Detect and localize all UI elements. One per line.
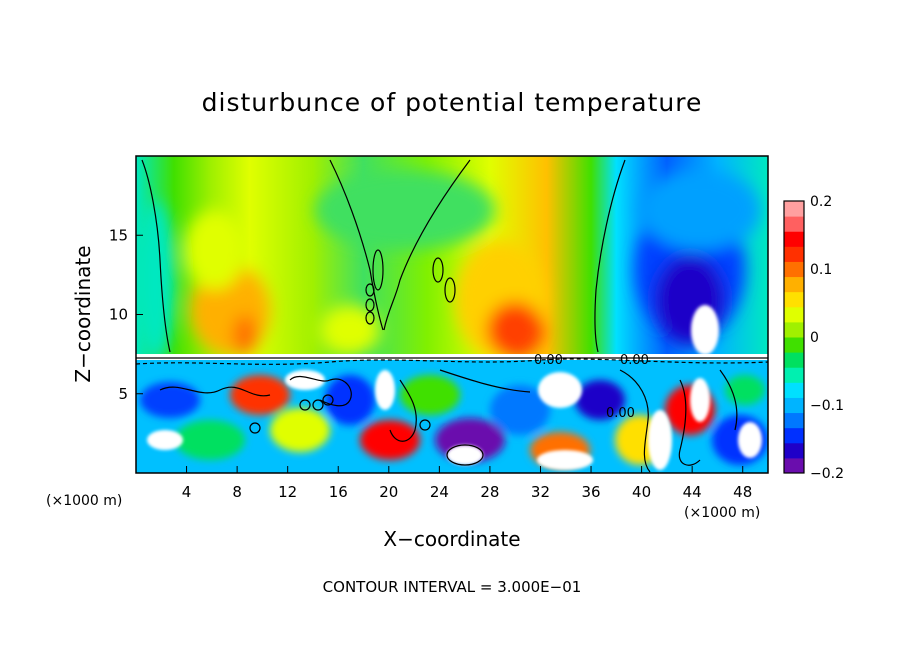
contour-label: 0.00 — [606, 406, 635, 421]
x-tick-label: 4 — [182, 483, 192, 501]
x-tick-label: 28 — [480, 483, 499, 501]
colorbar-swatch — [784, 412, 804, 429]
colorbar-swatch — [784, 352, 804, 368]
colorbar-tick-label: 0.2 — [810, 194, 832, 210]
x-tick-label: 12 — [278, 483, 297, 501]
colorbar-swatch — [784, 427, 804, 444]
x-tick-label: 16 — [329, 483, 348, 501]
colorbar-swatch — [784, 457, 804, 474]
colorbar-swatch — [784, 382, 804, 398]
y-axis: 5 10 15 — [109, 226, 143, 403]
colorbar — [784, 201, 804, 474]
colorbar-tick-label: −0.1 — [810, 398, 844, 414]
x-tick-label: 8 — [232, 483, 242, 501]
colorbar-swatch — [784, 231, 804, 247]
colorbar-swatch — [784, 201, 804, 217]
y-tick-label: 10 — [109, 306, 128, 324]
colorbar-swatch — [784, 276, 804, 293]
x-tick-label: 48 — [733, 483, 752, 501]
x-tick-label: 20 — [379, 483, 398, 501]
contour-label: 0.00 — [534, 353, 563, 368]
y-axis-label: Z−coordinate — [71, 245, 95, 382]
colorbar-swatch — [784, 291, 804, 308]
colorbar-swatch — [784, 367, 804, 383]
colorbar-swatch — [784, 306, 804, 323]
x-tick-label: 36 — [581, 483, 600, 501]
contour-interval-note: CONTOUR INTERVAL = 3.000E−01 — [323, 578, 582, 596]
colorbar-swatch — [784, 397, 804, 414]
colorbar-tick-label: 0.1 — [810, 262, 832, 278]
colorbar-swatch — [784, 216, 804, 232]
colorbar-tick-label: −0.2 — [810, 466, 844, 482]
colorbar-swatch — [784, 246, 804, 262]
colorbar-swatch — [784, 337, 804, 353]
colorbar-labels: 0.2 0.1 0 −0.1 −0.2 — [810, 194, 844, 482]
y-tick-label: 5 — [118, 385, 128, 403]
chart-title: disturbunce of potential temperature — [202, 88, 703, 117]
contour-label: 0.00 — [620, 353, 649, 368]
colorbar-swatch — [784, 261, 804, 278]
colorbar-swatch — [784, 321, 804, 338]
heatmap-field — [136, 156, 768, 473]
colorbar-swatch — [784, 442, 804, 459]
y-tick-label: 15 — [109, 226, 128, 244]
x-tick-label: 32 — [531, 483, 550, 501]
x-axis-label: X−coordinate — [383, 527, 520, 551]
x-unit-left: (×1000 m) — [46, 493, 122, 509]
x-tick-label: 40 — [632, 483, 651, 501]
x-tick-label: 24 — [430, 483, 449, 501]
x-axis: 4 8 12 16 20 24 28 32 36 40 44 48 — [182, 466, 752, 501]
x-tick-label: 44 — [683, 483, 702, 501]
colorbar-tick-label: 0 — [810, 330, 819, 346]
x-unit-right: (×1000 m) — [684, 505, 760, 521]
colorbar-frame — [783, 200, 805, 474]
